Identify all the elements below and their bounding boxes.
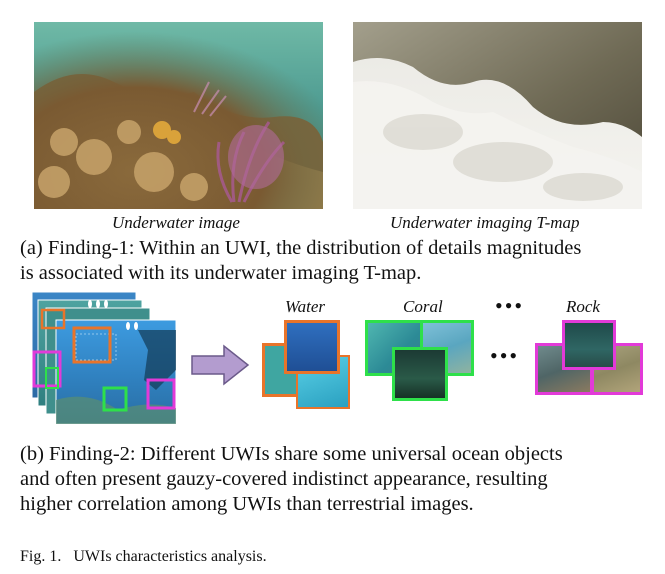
finding-1-line-1: (a) Finding-1: Within an UWI, the distri… xyxy=(20,237,582,259)
label-rock: Rock xyxy=(566,297,600,316)
label-water: Water xyxy=(285,297,325,316)
finding-2-text: (b) Finding-2: Different UWIs share some… xyxy=(20,442,645,517)
finding-2-line-3: higher correlation among UWIs than terre… xyxy=(20,493,474,515)
tmap-image xyxy=(353,22,642,209)
underwater-image-graphic xyxy=(34,22,323,209)
finding-2-line-2: and often present gauzy-covered indistin… xyxy=(20,468,548,490)
dots-top: ••• xyxy=(495,293,525,318)
figure-caption: Fig. 1. UWIs characteristics analysis. xyxy=(20,548,267,565)
dots-middle: ••• xyxy=(490,343,520,368)
tmap-image-graphic xyxy=(353,22,642,209)
rock-tile-front xyxy=(562,320,616,370)
finding-1-line-2: is associated with its underwater imagin… xyxy=(20,262,422,284)
water-tile-front xyxy=(284,320,340,374)
uwi-stack xyxy=(28,290,180,428)
finding-1-text: (a) Finding-1: Within an UWI, the distri… xyxy=(20,236,645,286)
label-coral: Coral xyxy=(403,297,443,316)
underwater-image xyxy=(34,22,323,209)
coral-tile-front xyxy=(392,347,448,401)
arrow-right-icon xyxy=(190,344,250,386)
finding-2-line-1: (b) Finding-2: Different UWIs share some… xyxy=(20,443,563,465)
uwi-stack-graphic xyxy=(31,291,177,425)
tmap-caption: Underwater imaging T-map xyxy=(390,213,580,232)
underwater-image-caption: Underwater image xyxy=(112,213,240,232)
